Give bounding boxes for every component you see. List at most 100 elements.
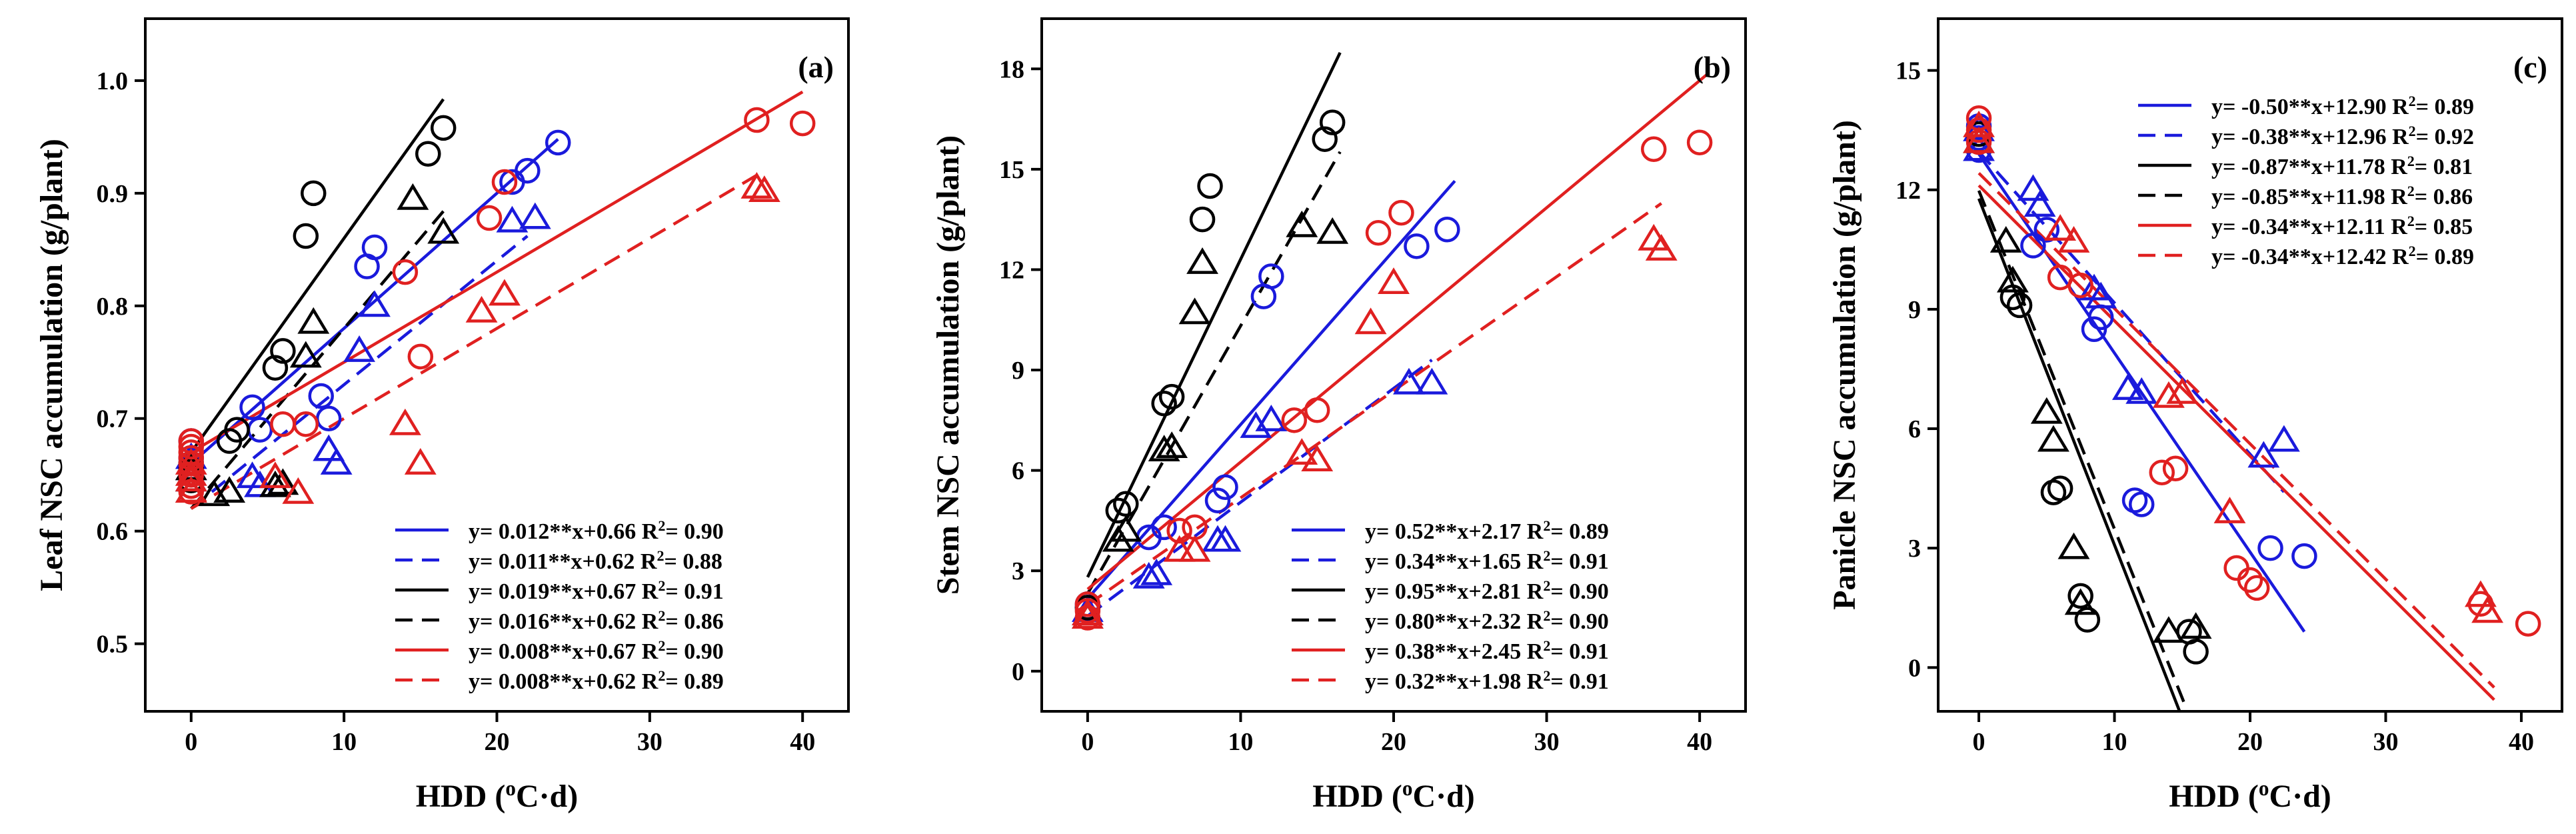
- legend-entry: y= -0.50**x+12.90 R2= 0.89: [2211, 93, 2474, 120]
- marker-black-triangle: [1110, 515, 1142, 542]
- legend-entry: y= 0.80**x+2.32 R2= 0.90: [1365, 607, 1609, 635]
- marker-blue-triangle: [244, 470, 276, 497]
- fit-line-blue-dashed: [190, 235, 529, 510]
- marker-red-circle: [293, 411, 319, 437]
- marker-blue-triangle: [1240, 411, 1272, 438]
- marker-red-circle: [2162, 455, 2189, 482]
- marker-red-triangle: [1301, 445, 1334, 472]
- x-tick-label: 10: [331, 728, 357, 756]
- x-axis-label: HDD (oC·d): [1312, 777, 1475, 815]
- fit-line-black-dashed: [1086, 151, 1342, 595]
- marker-black-triangle: [1178, 297, 1211, 325]
- y-tick-label: 0.7: [97, 405, 129, 433]
- fit-line-black-solid: [1977, 198, 2181, 711]
- marker-blue-triangle: [2017, 174, 2049, 201]
- panel-label: (a): [798, 50, 834, 84]
- marker-black-circle: [224, 417, 250, 443]
- marker-black-triangle: [1989, 226, 2022, 253]
- legend-entry: y= 0.011**x+0.62 R2= 0.88: [469, 547, 722, 575]
- marker-red-triangle: [1645, 233, 1678, 261]
- marker-black-triangle: [1996, 265, 2029, 293]
- marker-blue-circle: [1258, 263, 1284, 289]
- marker-red-triangle: [748, 175, 780, 202]
- marker-blue-triangle: [1140, 558, 1173, 585]
- marker-red-triangle: [175, 476, 207, 503]
- marker-black-circle: [2006, 292, 2033, 319]
- panel-label: (b): [1694, 50, 1731, 84]
- marker-black-triangle: [2057, 532, 2090, 559]
- y-axis-label: Panicle NSC accumulation (g/plant): [1827, 120, 1862, 610]
- marker-blue-circle: [545, 129, 571, 156]
- marker-red-circle: [2237, 567, 2263, 593]
- marker-red-triangle: [1178, 535, 1211, 562]
- marker-black-circle: [301, 180, 327, 207]
- marker-red-circle: [1686, 129, 1713, 155]
- legend-entry: y= 0.95**x+2.81 R2= 0.90: [1365, 577, 1609, 605]
- marker-blue-circle: [2020, 233, 2046, 259]
- marker-blue-circle: [239, 394, 265, 421]
- x-tick-label: 20: [485, 728, 510, 756]
- y-tick-label: 1.0: [97, 67, 129, 95]
- marker-black-triangle: [1148, 435, 1180, 461]
- y-tick-label: 12: [999, 256, 1024, 284]
- marker-black-circle: [262, 355, 289, 381]
- marker-blue-circle: [1212, 474, 1238, 500]
- legend: y= 0.012**x+0.66 R2= 0.90y= 0.011**x+0.6…: [395, 517, 724, 695]
- marker-blue-triangle: [2267, 425, 2300, 452]
- marker-black-circle: [1197, 173, 1223, 199]
- marker-red-circle: [270, 411, 296, 437]
- marker-blue-circle: [515, 157, 541, 184]
- legend-entry: y= 0.32**x+1.98 R2= 0.91: [1365, 667, 1609, 695]
- fit-line-black-solid: [189, 98, 445, 453]
- y-tick-label: 9: [1908, 296, 1921, 324]
- marker-red-triangle: [259, 461, 291, 489]
- marker-red-circle: [1304, 397, 1330, 423]
- y-tick-label: 12: [1896, 177, 1921, 205]
- marker-red-circle: [1365, 219, 1392, 246]
- marker-blue-circle: [1151, 514, 1177, 541]
- marker-red-triangle: [740, 172, 773, 199]
- legend-entry: y= 0.016**x+0.62 R2= 0.86: [469, 607, 724, 635]
- marker-black-circle: [293, 223, 319, 249]
- y-tick-label: 0.9: [97, 180, 129, 208]
- marker-black-triangle: [1286, 210, 1318, 237]
- y-tick-label: 3: [1012, 557, 1024, 585]
- marker-red-triangle: [175, 465, 207, 492]
- marker-red-triangle: [465, 295, 498, 323]
- marker-black-triangle: [2037, 425, 2069, 452]
- y-tick-label: 9: [1012, 357, 1024, 385]
- marker-blue-circle: [1404, 233, 1430, 259]
- marker-red-circle: [407, 343, 434, 370]
- x-axis-label: HDD (oC·d): [2169, 777, 2331, 815]
- legend-entry: y= 0.008**x+0.62 R2= 0.89: [469, 667, 724, 695]
- plot-area: [1071, 51, 1713, 631]
- fit-line-blue-dashed: [1977, 150, 2285, 493]
- fit-line-blue-solid: [190, 138, 559, 465]
- marker-red-triangle: [282, 477, 315, 504]
- marker-blue-triangle: [313, 434, 345, 461]
- y-tick-label: 3: [1908, 535, 1921, 563]
- fit-line-red-dashed: [190, 169, 766, 510]
- x-tick-label: 40: [2509, 728, 2534, 756]
- marker-black-triangle: [259, 470, 291, 497]
- x-tick-label: 0: [1973, 728, 1985, 756]
- legend-entry: y= 0.38**x+2.45 R2= 0.91: [1365, 637, 1609, 665]
- marker-blue-triangle: [2085, 281, 2117, 309]
- marker-red-circle: [1641, 136, 1667, 163]
- fit-line-black-solid: [1086, 51, 1342, 578]
- marker-red-triangle: [1071, 599, 1104, 625]
- marker-blue-circle: [247, 417, 273, 443]
- y-tick-label: 18: [999, 55, 1024, 83]
- panel-c: 0 10 20 30 40 0 3 6 9 12 15 HDD (oC·d) Panicle NSC a…: [1827, 17, 2563, 815]
- legend-entry: y= 0.008**x+0.67 R2= 0.90: [469, 637, 724, 665]
- marker-blue-triangle: [496, 205, 529, 233]
- marker-black-triangle: [2030, 397, 2063, 424]
- marker-red-triangle: [1354, 307, 1387, 335]
- marker-red-triangle: [2213, 497, 2246, 523]
- x-tick-label: 10: [2102, 728, 2127, 756]
- marker-blue-triangle: [2023, 190, 2056, 217]
- marker-red-circle: [2149, 459, 2175, 485]
- marker-red-triangle: [1378, 267, 1410, 295]
- marker-black-triangle: [289, 341, 322, 368]
- marker-red-circle: [1281, 407, 1308, 433]
